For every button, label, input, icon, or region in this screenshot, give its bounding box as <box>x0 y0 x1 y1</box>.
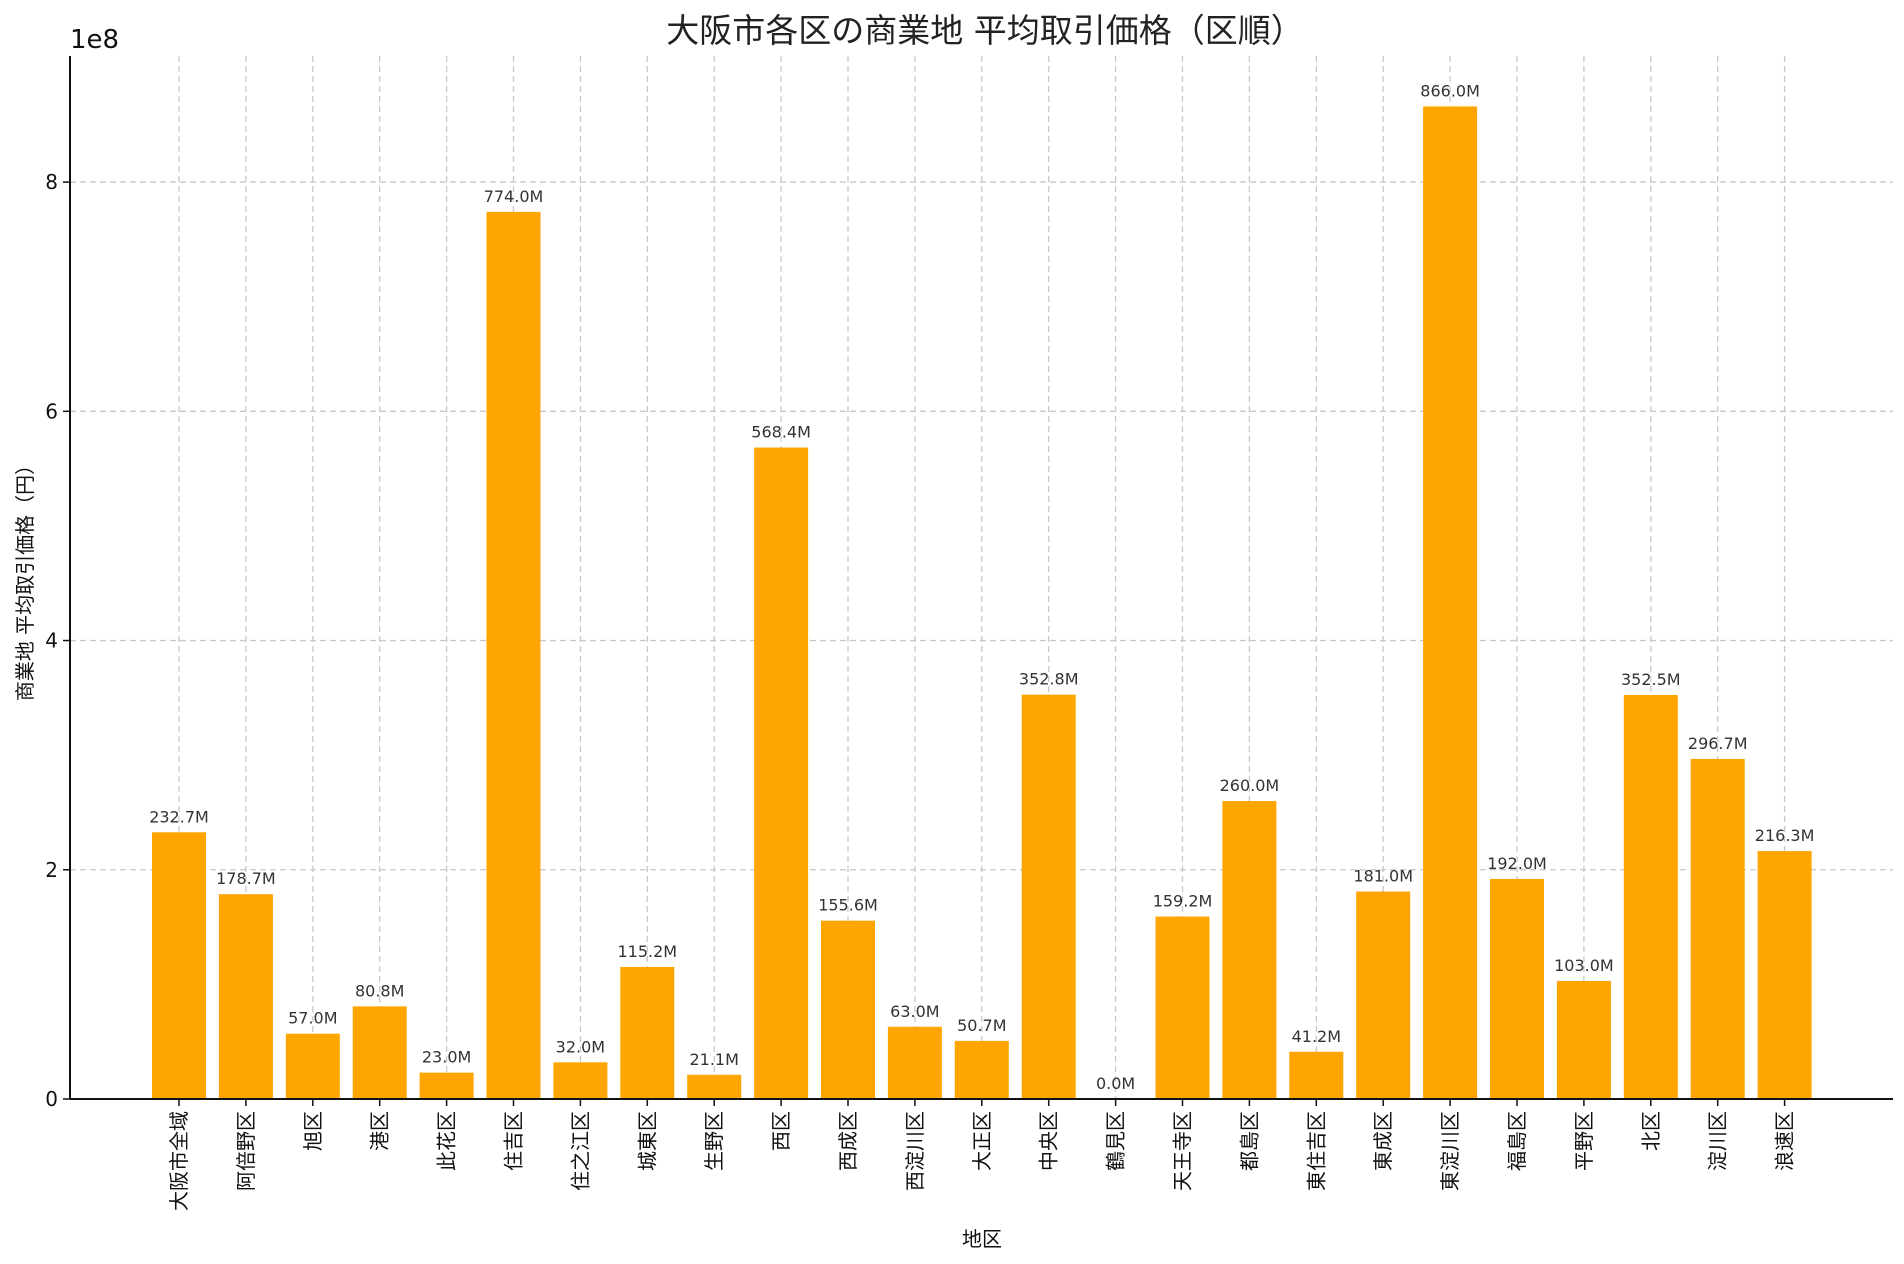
data-label: 192.0M <box>1487 854 1547 873</box>
data-label: 155.6M <box>818 896 878 915</box>
bar <box>218 894 273 1099</box>
data-label: 568.4M <box>751 423 811 442</box>
data-labels: 232.7M 178.7M 57.0M 80.8M 23.0M 774.0M 32.0M 11… <box>149 81 1814 1093</box>
data-label: 866.0M <box>1420 81 1480 100</box>
data-label: 216.3M <box>1755 826 1815 845</box>
data-label: 80.8M <box>355 981 404 1000</box>
x-tick-label: 福島区 <box>1505 1111 1529 1171</box>
x-tick-label: 浪速区 <box>1773 1111 1797 1171</box>
x-tick-label: 北区 <box>1639 1111 1663 1151</box>
bar <box>352 1006 407 1099</box>
data-label: 50.7M <box>957 1016 1006 1035</box>
y-axis-label: 商業地 平均取引価格（円） <box>13 455 37 701</box>
data-label: 178.7M <box>216 869 276 888</box>
bar <box>1757 851 1812 1099</box>
data-label: 352.5M <box>1621 670 1681 689</box>
x-axis-label: 地区 <box>962 1227 1002 1251</box>
y-tick-label: 2 <box>45 858 58 882</box>
bar <box>1021 694 1076 1099</box>
bar <box>486 211 541 1099</box>
grid <box>70 56 1893 1099</box>
x-tick-label: 旭区 <box>301 1111 325 1151</box>
x-tick-label: 城東区 <box>635 1111 659 1171</box>
x-tick-label: 住之江区 <box>568 1111 592 1191</box>
y-tick-label: 4 <box>45 629 58 653</box>
bar <box>1423 106 1478 1099</box>
x-tick-label: 生野区 <box>702 1111 726 1171</box>
x-tick-label: 東成区 <box>1371 1111 1395 1171</box>
data-label: 32.0M <box>556 1037 605 1056</box>
data-label: 159.2M <box>1153 892 1213 911</box>
bar <box>1623 694 1678 1099</box>
y-axis-offset-label: 1e8 <box>70 25 119 55</box>
bar <box>1690 758 1745 1099</box>
data-label: 232.7M <box>149 807 209 826</box>
bar <box>1556 980 1611 1099</box>
bar <box>887 1026 942 1099</box>
x-tick-label: 住吉区 <box>502 1111 526 1171</box>
data-label: 103.0M <box>1554 956 1614 975</box>
x-tick-label: 東住吉区 <box>1304 1111 1328 1191</box>
bar <box>285 1033 340 1099</box>
bar <box>954 1040 1009 1099</box>
x-tick-label: 港区 <box>368 1111 392 1151</box>
bar <box>152 832 206 1099</box>
x-tick-label: 阿倍野区 <box>234 1111 258 1191</box>
bar <box>1155 916 1210 1099</box>
x-tick-label: 西淀川区 <box>903 1111 927 1191</box>
x-tick-label: 天王寺区 <box>1171 1111 1195 1191</box>
x-tick-label: 中央区 <box>1037 1111 1061 1171</box>
data-label: 63.0M <box>890 1002 939 1021</box>
data-label: 57.0M <box>288 1009 337 1028</box>
data-label: 23.0M <box>422 1048 471 1067</box>
x-tick-label: 鶴見区 <box>1104 1111 1128 1171</box>
y-tick-label: 0 <box>45 1087 58 1111</box>
x-tick-label: 此花区 <box>435 1111 459 1171</box>
bar <box>419 1072 474 1099</box>
bar <box>821 920 875 1099</box>
data-label: 296.7M <box>1688 734 1748 753</box>
x-tick-label: 平野区 <box>1572 1111 1596 1171</box>
data-label: 21.1M <box>689 1050 738 1069</box>
x-tick-label: 大阪市全域 <box>167 1111 191 1211</box>
bar <box>620 966 675 1099</box>
bar <box>1289 1051 1344 1099</box>
data-label: 41.2M <box>1292 1027 1341 1046</box>
bar <box>1222 801 1277 1099</box>
bar <box>687 1074 742 1099</box>
bar <box>1356 891 1411 1099</box>
y-tick-label: 8 <box>45 170 58 194</box>
data-label: 352.8M <box>1019 670 1079 689</box>
chart-title: 大阪市各区の商業地 平均取引価格（区順） <box>666 11 1304 50</box>
data-label: 774.0M <box>484 187 544 206</box>
y-tick-label: 6 <box>45 399 58 423</box>
data-label: 260.0M <box>1220 776 1280 795</box>
y-axis-ticks: 0 2 4 6 8 <box>45 170 70 1111</box>
bars <box>152 106 1812 1100</box>
data-label: 0.0M <box>1096 1074 1135 1093</box>
x-tick-label: 大正区 <box>970 1111 994 1171</box>
x-tick-label: 都島区 <box>1237 1111 1261 1171</box>
data-label: 115.2M <box>617 942 677 961</box>
data-label: 181.0M <box>1353 867 1413 886</box>
x-tick-label: 東淀川区 <box>1438 1111 1462 1191</box>
x-tick-label: 西成区 <box>836 1111 860 1171</box>
bar <box>553 1062 608 1099</box>
bar <box>1490 878 1544 1099</box>
x-tick-label: 淀川区 <box>1706 1111 1730 1171</box>
x-tick-label: 西区 <box>769 1111 793 1151</box>
bar <box>754 447 809 1100</box>
x-axis-ticks: 大阪市全域 阿倍野区 旭区 港区 此花区 住吉区 住之江区 城東区 生野区 西区 西成区 西淀川区 大正… <box>167 1099 1797 1211</box>
